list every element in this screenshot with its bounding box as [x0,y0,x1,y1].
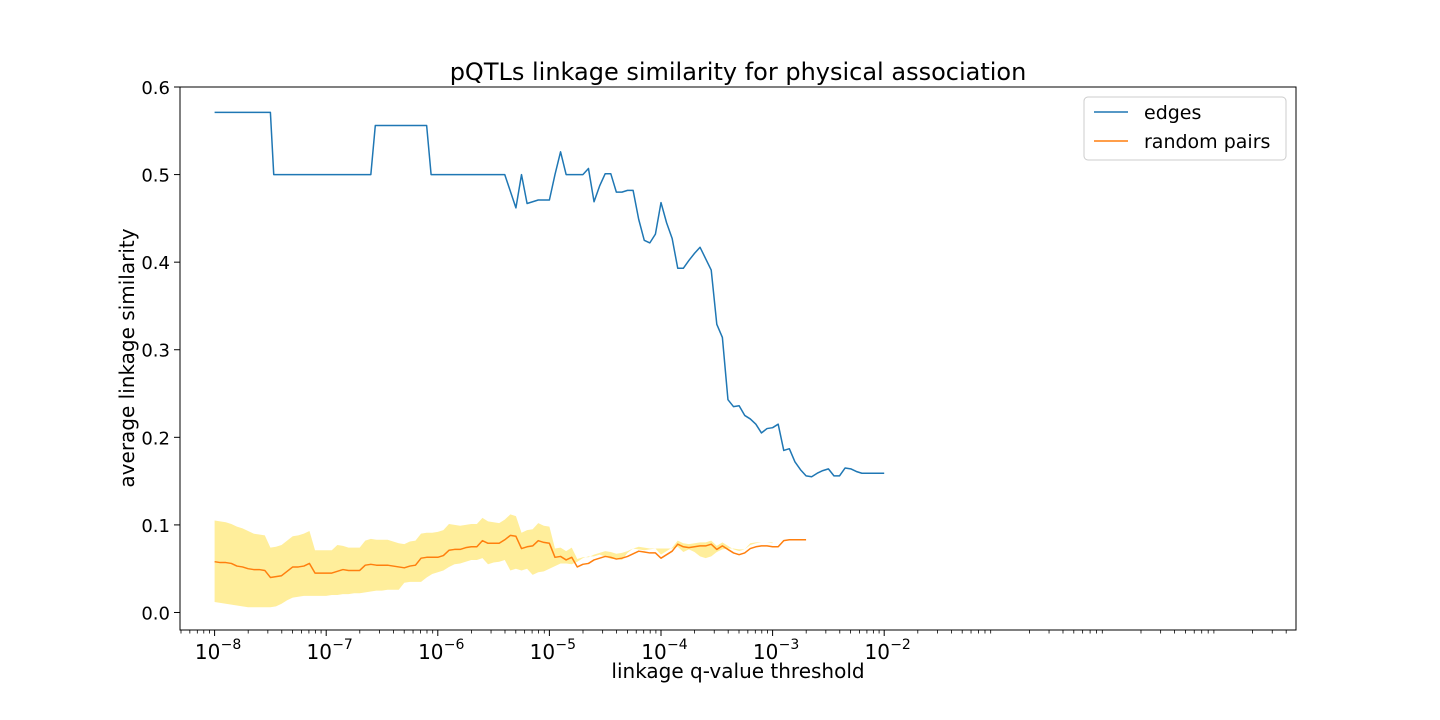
x-tick-label: 10 [530,640,555,664]
x-tick-label: 10 [864,640,889,664]
x-tick-exponent: −8 [221,637,242,653]
axes-frame [179,86,1297,631]
x-tick-label: 10 [195,640,220,664]
x-tick-label: 10 [306,640,331,664]
x-tick-label: 10 [418,640,443,664]
legend: edges random pairs [1083,96,1287,161]
y-tick-label: 0.1 [141,516,170,537]
x-tick-exponent: −7 [332,637,353,653]
series-band-random-pairs [214,514,773,608]
x-tick-label: 10 [753,640,778,664]
y-tick-label: 0.6 [141,78,170,99]
legend-label: edges [1144,102,1201,124]
x-axis-label: linkage q-value threshold [611,659,864,683]
x-tick-exponent: −5 [555,637,576,653]
legend-label: random pairs [1144,131,1270,153]
y-tick-label: 0.4 [141,253,170,274]
x-tick-exponent: −4 [667,637,688,653]
series-line-edges [214,111,885,478]
y-tick-label: 0.0 [141,603,170,624]
x-tick-exponent: −2 [890,637,911,653]
x-tick-exponent: −6 [444,637,465,653]
y-tick-label: 0.3 [141,341,170,362]
y-tick-label: 0.5 [141,166,170,187]
plot-area [214,111,885,608]
series-line-random-pairs [214,534,807,579]
legend-box [1083,96,1287,161]
y-tick-label: 0.2 [141,428,170,449]
chart-title: pQTLs linkage similarity for physical as… [450,58,1027,86]
y-axis: 0.0 0.1 0.2 0.3 0.4 0.5 0.6 [141,78,180,624]
x-axis: 10 −8 10 −7 10 −6 10 −5 10 −4 10 −3 10 −2 [180,630,1287,664]
y-axis-label: average linkage similarity [115,228,139,487]
x-tick-exponent: −3 [779,637,800,653]
x-tick-label: 10 [641,640,666,664]
